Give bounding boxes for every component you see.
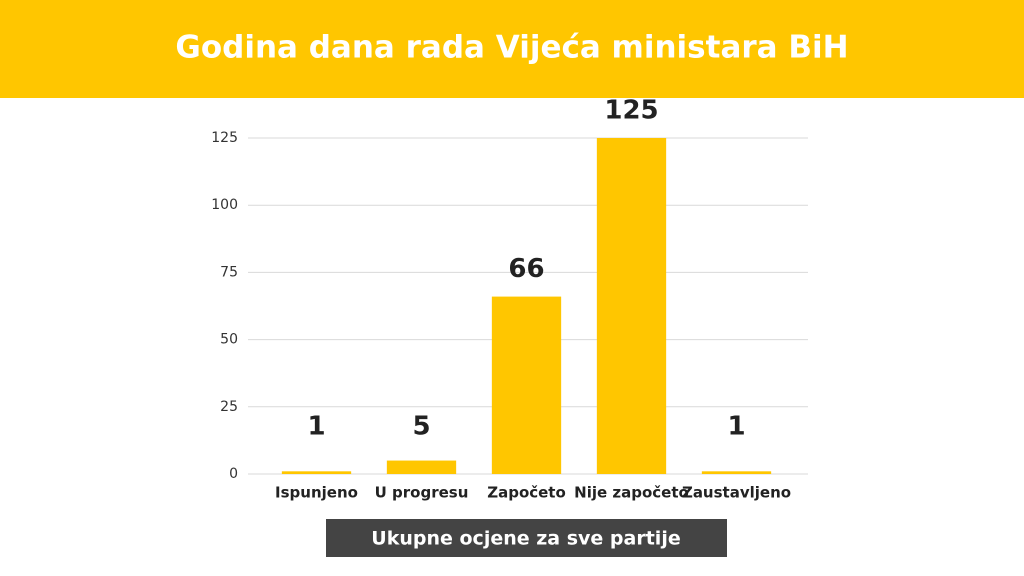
y-tick-label: 50: [220, 332, 238, 348]
bar: [386, 460, 457, 474]
header-band: [0, 0, 1024, 98]
value-label: 66: [508, 254, 544, 284]
x-label-box: [326, 519, 727, 557]
x-tick-label: Započeto: [487, 484, 566, 502]
bar: [491, 296, 562, 474]
x-axis-label: Ukupne ocjene za sve partije: [371, 528, 680, 550]
bar: [596, 138, 667, 474]
x-tick-label: Zaustavljeno: [682, 484, 791, 502]
y-tick-label: 25: [220, 399, 238, 415]
value-label: 1: [727, 412, 745, 442]
bar: [281, 471, 352, 474]
y-tick-label: 0: [229, 466, 238, 482]
y-tick-label: 100: [211, 197, 238, 213]
chart-title: Godina dana rada Vijeća ministara BiH: [175, 30, 848, 66]
bar: [701, 471, 772, 474]
value-label: 5: [412, 412, 430, 442]
x-tick-label: Ispunjeno: [275, 484, 358, 502]
y-tick-label: 75: [220, 264, 238, 280]
value-label: 125: [604, 96, 658, 126]
x-tick-label: U progresu: [375, 484, 469, 502]
value-label: 1: [307, 412, 325, 442]
y-tick-label: 125: [211, 130, 238, 146]
x-tick-label: Nije započeto: [574, 484, 689, 502]
